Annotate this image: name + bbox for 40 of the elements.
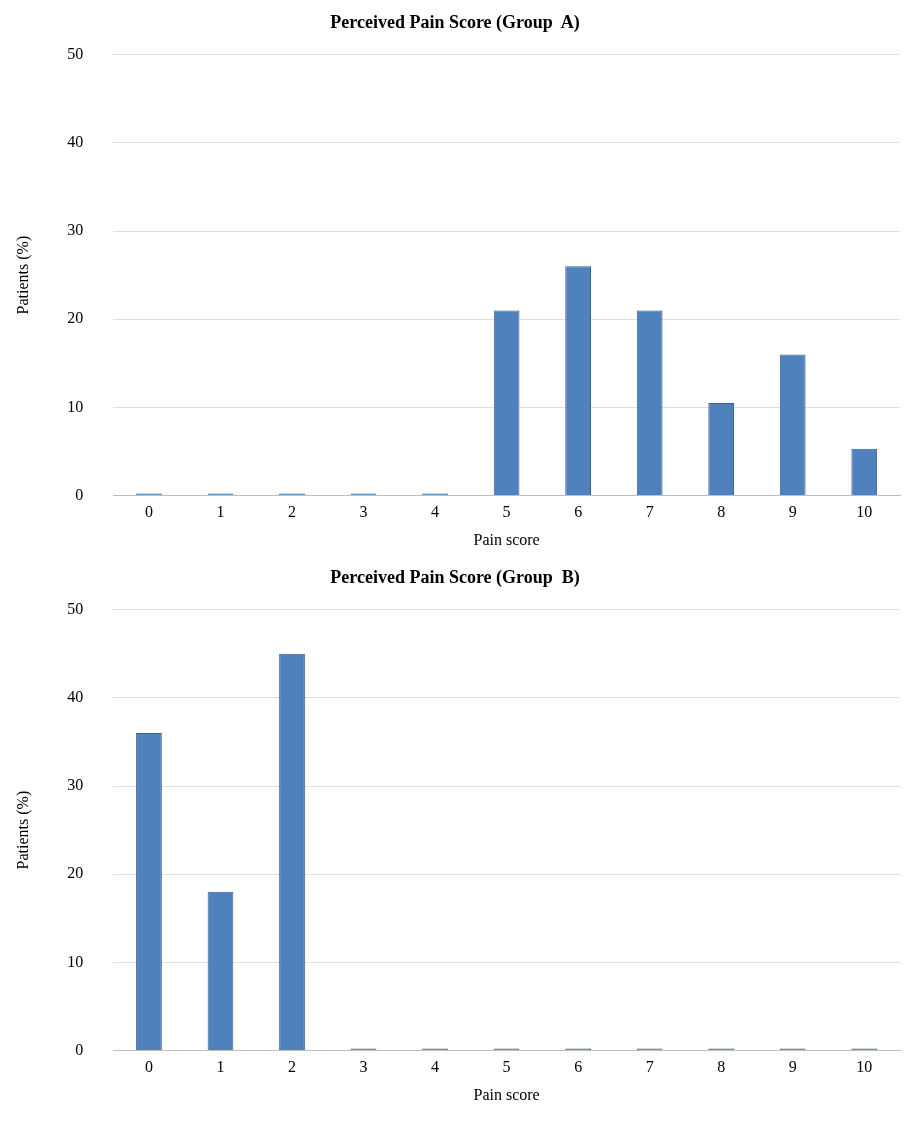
y-axis-title: Patients (%) [13, 235, 32, 315]
x-axis-title: Pain score [473, 1085, 540, 1103]
x-tick-label: 4 [431, 1058, 440, 1076]
y-tick-label: 20 [67, 309, 84, 327]
x-tick-label: 8 [717, 1058, 726, 1076]
x-tick-label: 0 [144, 1058, 153, 1076]
y-tick-label: 50 [67, 599, 84, 617]
chart-title: Perceived Pain Score (Group A) [330, 12, 580, 34]
y-tick-label: 0 [75, 1040, 84, 1058]
x-tick-label: 9 [788, 1058, 797, 1076]
x-tick-label: 6 [574, 1058, 583, 1076]
x-tick-label: 10 [856, 503, 873, 521]
y-tick-label: 10 [67, 397, 84, 415]
y-axis-title: Patients (%) [13, 790, 32, 870]
x-tick-label: 3 [359, 503, 368, 521]
y-tick-label: 40 [67, 133, 84, 150]
x-tick-label: 1 [216, 1058, 225, 1076]
x-tick-label: 2 [288, 1058, 297, 1076]
x-tick-label: 6 [574, 503, 583, 521]
x-tick-label: 5 [502, 1058, 511, 1076]
y-tick-label: 10 [67, 952, 84, 970]
x-tick-label: 7 [645, 503, 654, 521]
x-tick-label: 10 [856, 1058, 873, 1076]
x-tick-label: 1 [216, 503, 225, 521]
y-tick-label: 30 [67, 221, 84, 239]
x-tick-label: 4 [431, 503, 440, 521]
y-tick-label: 20 [67, 864, 84, 882]
y-tick-label: 30 [67, 776, 84, 794]
chart-title: Perceived Pain Score (Group B) [330, 567, 580, 589]
x-tick-label: 3 [359, 1058, 368, 1076]
x-tick-label: 7 [645, 1058, 654, 1076]
x-tick-label: 2 [288, 503, 297, 521]
x-tick-label: 0 [144, 503, 153, 521]
x-axis-title: Pain score [473, 530, 540, 548]
x-tick-label: 8 [717, 503, 726, 521]
x-tick-label: 5 [502, 503, 511, 521]
y-tick-label: 40 [67, 688, 84, 705]
x-tick-label: 9 [788, 503, 797, 521]
y-tick-label: 0 [75, 485, 84, 503]
y-tick-label: 50 [67, 44, 84, 62]
